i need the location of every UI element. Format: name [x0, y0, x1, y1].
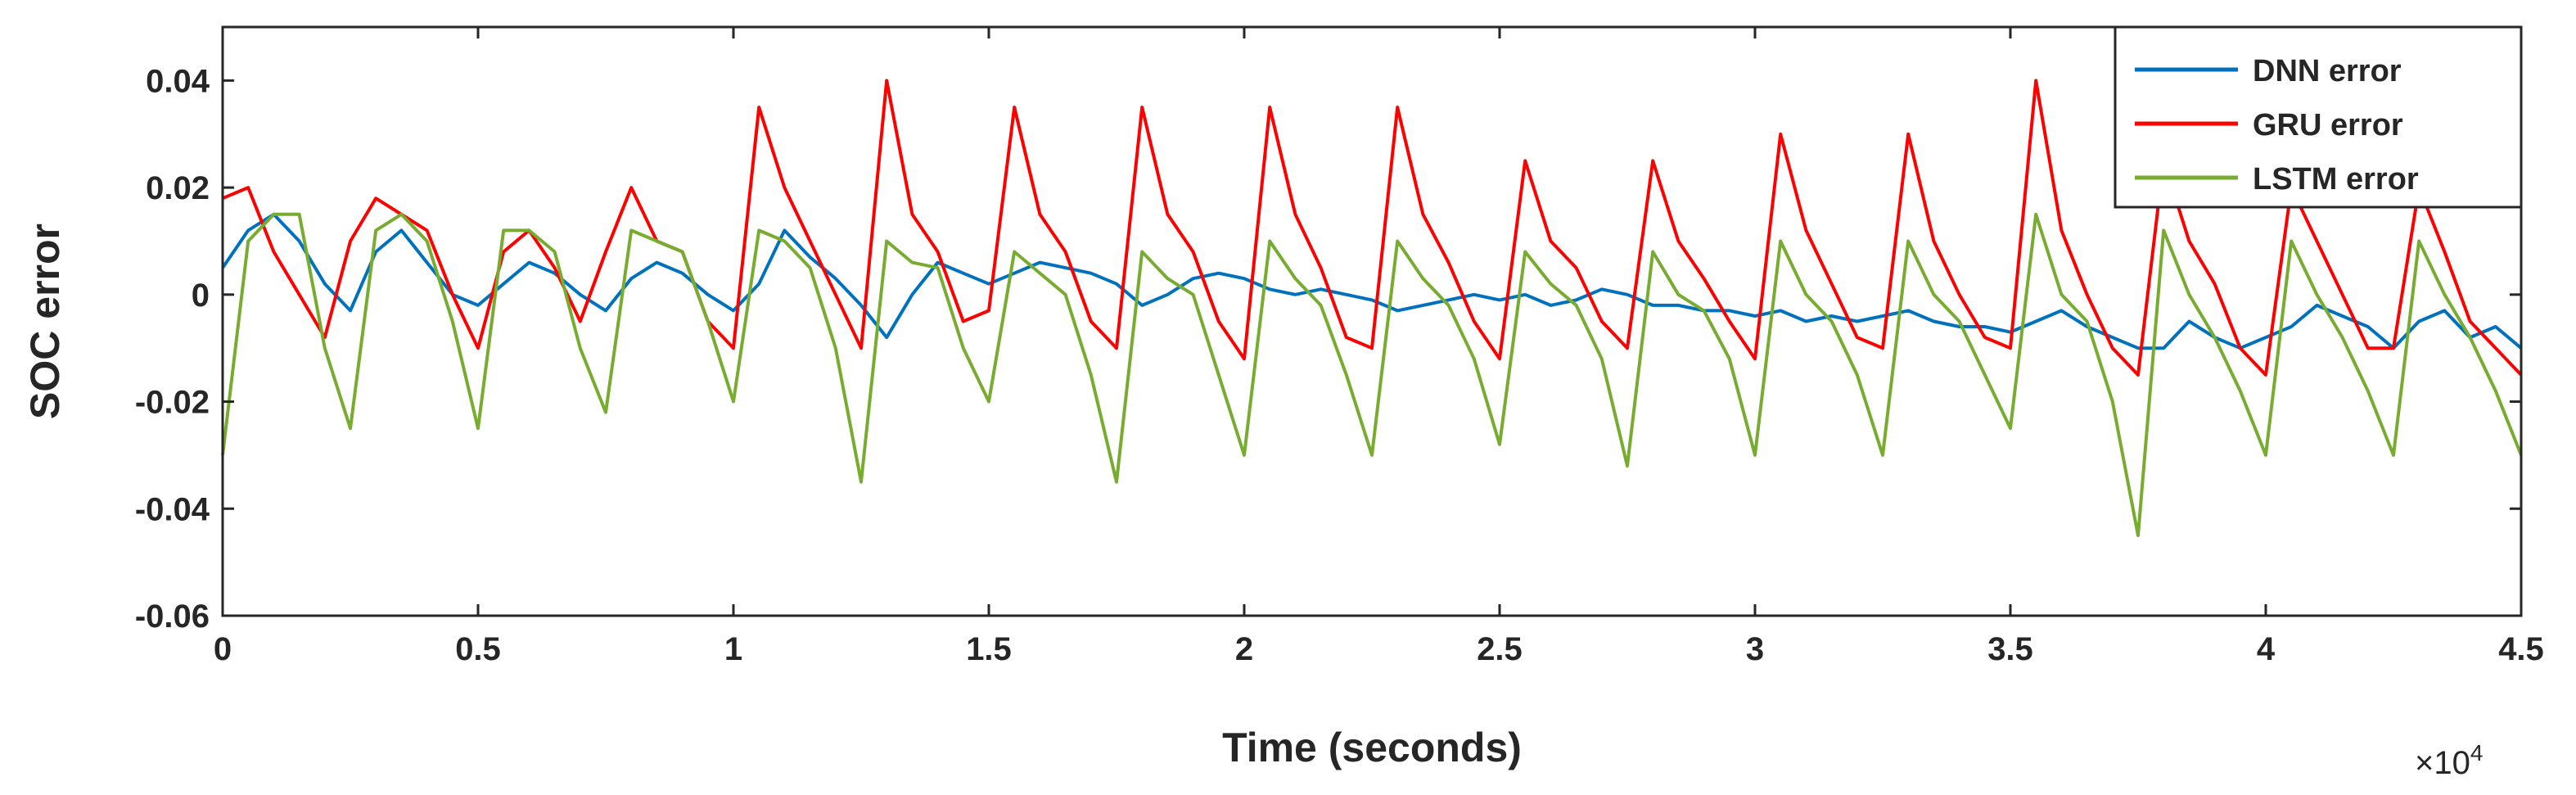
series-line-gru-error	[222, 79, 2523, 377]
x-axis: 0 0.5 1 1.5 2 2.5 3 3.5 4 4.5	[214, 27, 2544, 667]
y-tick-label: 0.04	[146, 63, 210, 99]
y-tick-label: -0.06	[135, 599, 210, 635]
y-tick-label: 0	[192, 278, 210, 314]
y-axis: -0.06 -0.04 -0.02 0 0.02 0.04	[135, 63, 2521, 635]
x-axis-title: Time (seconds)	[1222, 725, 1522, 770]
series-line-lstm-error	[221, 212, 2523, 537]
x-axis-exponent-label: ×104	[2415, 740, 2483, 781]
y-tick-label: -0.02	[135, 385, 210, 421]
legend-label: LSTM error	[2253, 162, 2419, 196]
plot-lines	[221, 79, 2523, 537]
plot-area-frame	[221, 25, 2523, 617]
x-tick-label: 2.5	[1477, 631, 1523, 667]
legend: DNN error GRU error LSTM error	[2114, 25, 2523, 209]
x-tick-label: 0.5	[455, 631, 501, 667]
x-tick-label: 4	[2257, 631, 2276, 667]
x-tick-label: 1.5	[966, 631, 1012, 667]
x-multiplier-exponent: 4	[2470, 740, 2484, 766]
y-tick-label: -0.04	[135, 491, 210, 527]
x-tick-label: 4.5	[2498, 631, 2544, 667]
x-tick-label: 1	[724, 631, 742, 667]
x-multiplier-base: ×10	[2415, 745, 2470, 781]
series-line-dnn-error	[221, 212, 2523, 350]
x-tick-label: 2	[1235, 631, 1253, 667]
y-axis-title: SOC error	[22, 224, 68, 419]
legend-label: DNN error	[2253, 54, 2402, 88]
x-tick-label: 3	[1746, 631, 1764, 667]
x-tick-label: 0	[214, 631, 232, 667]
y-tick-label: 0.02	[146, 170, 210, 206]
legend-label: GRU error	[2253, 108, 2403, 142]
x-tick-label: 3.5	[1987, 631, 2033, 667]
